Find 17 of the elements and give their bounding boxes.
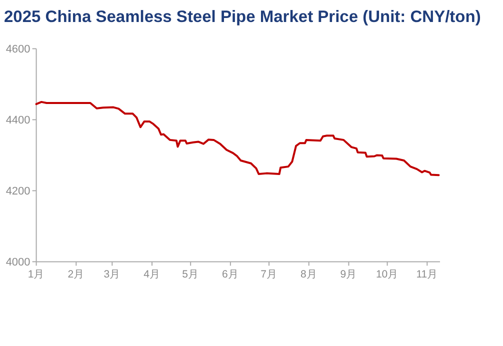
x-tick-label: 7月 <box>260 268 278 281</box>
x-tick-label: 10月 <box>376 268 399 281</box>
x-tick-label: 9月 <box>340 268 358 281</box>
x-tick-label: 4月 <box>144 268 160 281</box>
y-tick-label: 4000 <box>6 256 30 269</box>
x-tick-label: 5月 <box>182 268 199 281</box>
x-tick-label: 2月 <box>68 268 85 281</box>
x-tick-label: 8月 <box>300 268 318 281</box>
line-series <box>35 100 440 176</box>
y-tick-label: 4200 <box>6 186 30 198</box>
x-tick-label: 3月 <box>104 268 121 281</box>
x-tick-label: 1月 <box>28 268 45 281</box>
x-tick-label: 11月 <box>416 268 438 281</box>
y-tick-label: 4400 <box>6 114 30 127</box>
chart-title: 2025 China Seamless Steel Pipe Market Price (Unit: CNY/ton) <box>4 8 481 26</box>
y-tick-label: 4600 <box>6 44 30 56</box>
x-tick-label: 6月 <box>222 268 239 281</box>
